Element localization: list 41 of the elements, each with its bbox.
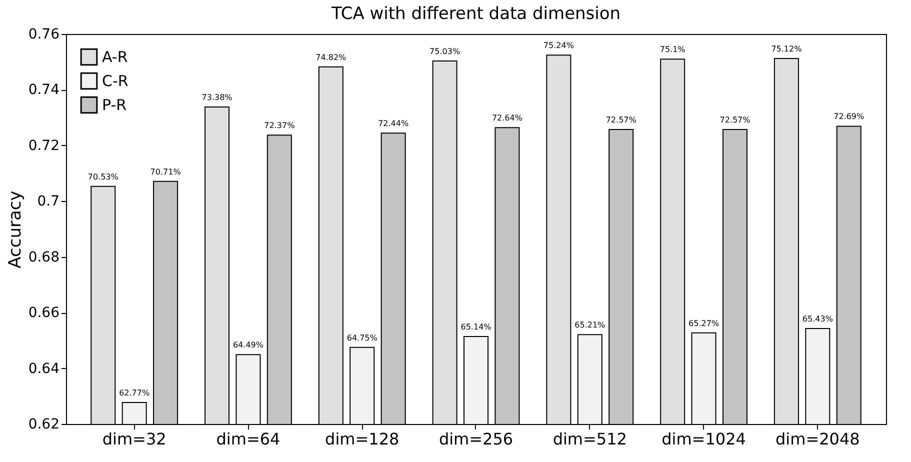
- data-label: 72.64%: [492, 114, 523, 123]
- legend-label: P-R: [102, 96, 127, 114]
- data-label: 70.53%: [88, 172, 119, 182]
- y-tick-label: 0.68: [28, 249, 60, 266]
- y-axis-title: Accuracy: [5, 190, 26, 268]
- x-tick-label: dim=256: [438, 430, 514, 448]
- y-tick-label: 0.62: [28, 416, 60, 432]
- data-label: 73.38%: [202, 92, 233, 102]
- y-tick-label: 0.66: [28, 305, 60, 322]
- x-tick-label: dim=64: [216, 430, 280, 448]
- y-tick-label: 0.74: [28, 82, 60, 98]
- y-tick-label: 0.64: [28, 360, 60, 377]
- data-label: 72.37%: [264, 121, 296, 130]
- data-label: 75.03%: [430, 47, 460, 56]
- y-tick-label: 0.72: [28, 138, 60, 154]
- data-label: 72.57%: [606, 116, 637, 125]
- y-tick-label: 0.7: [37, 194, 60, 210]
- chart-title: TCA with different data dimension: [330, 4, 621, 24]
- data-label: 72.69%: [834, 112, 865, 122]
- x-tick-label: dim=2048: [776, 430, 860, 448]
- data-label: 64.75%: [346, 333, 378, 342]
- data-label: 65.43%: [802, 314, 834, 324]
- x-tick-label: dim=32: [102, 430, 166, 448]
- data-label: 64.49%: [232, 340, 264, 350]
- data-label: 65.27%: [688, 318, 720, 328]
- data-label: 72.57%: [720, 116, 751, 125]
- x-tick-label: dim=512: [552, 430, 627, 448]
- data-label: 70.71%: [150, 167, 182, 176]
- data-label: 75.24%: [543, 41, 574, 50]
- legend-label: A-R: [102, 48, 128, 66]
- data-label: 65.14%: [460, 322, 492, 332]
- x-tick-label: dim=128: [325, 430, 400, 448]
- data-label: 65.21%: [574, 320, 606, 330]
- legend-label: C-R: [102, 72, 128, 90]
- data-label: 74.82%: [316, 52, 347, 62]
- data-label: 75.1%: [660, 45, 686, 54]
- data-label: 72.44%: [378, 119, 409, 128]
- data-label: 75.12%: [771, 44, 802, 54]
- x-tick-label: dim=1024: [662, 430, 746, 448]
- data-label: 62.77%: [119, 388, 150, 398]
- y-tick-label: 0.76: [28, 26, 60, 42]
